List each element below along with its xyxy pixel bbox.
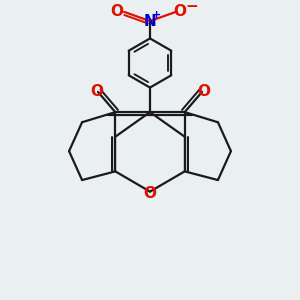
Text: N: N (144, 14, 156, 28)
Text: +: + (152, 10, 161, 20)
Text: O: O (110, 4, 123, 19)
Text: O: O (90, 84, 103, 99)
Text: −: − (185, 0, 198, 14)
Text: O: O (143, 186, 157, 201)
Text: O: O (173, 4, 186, 19)
Text: O: O (197, 84, 210, 99)
